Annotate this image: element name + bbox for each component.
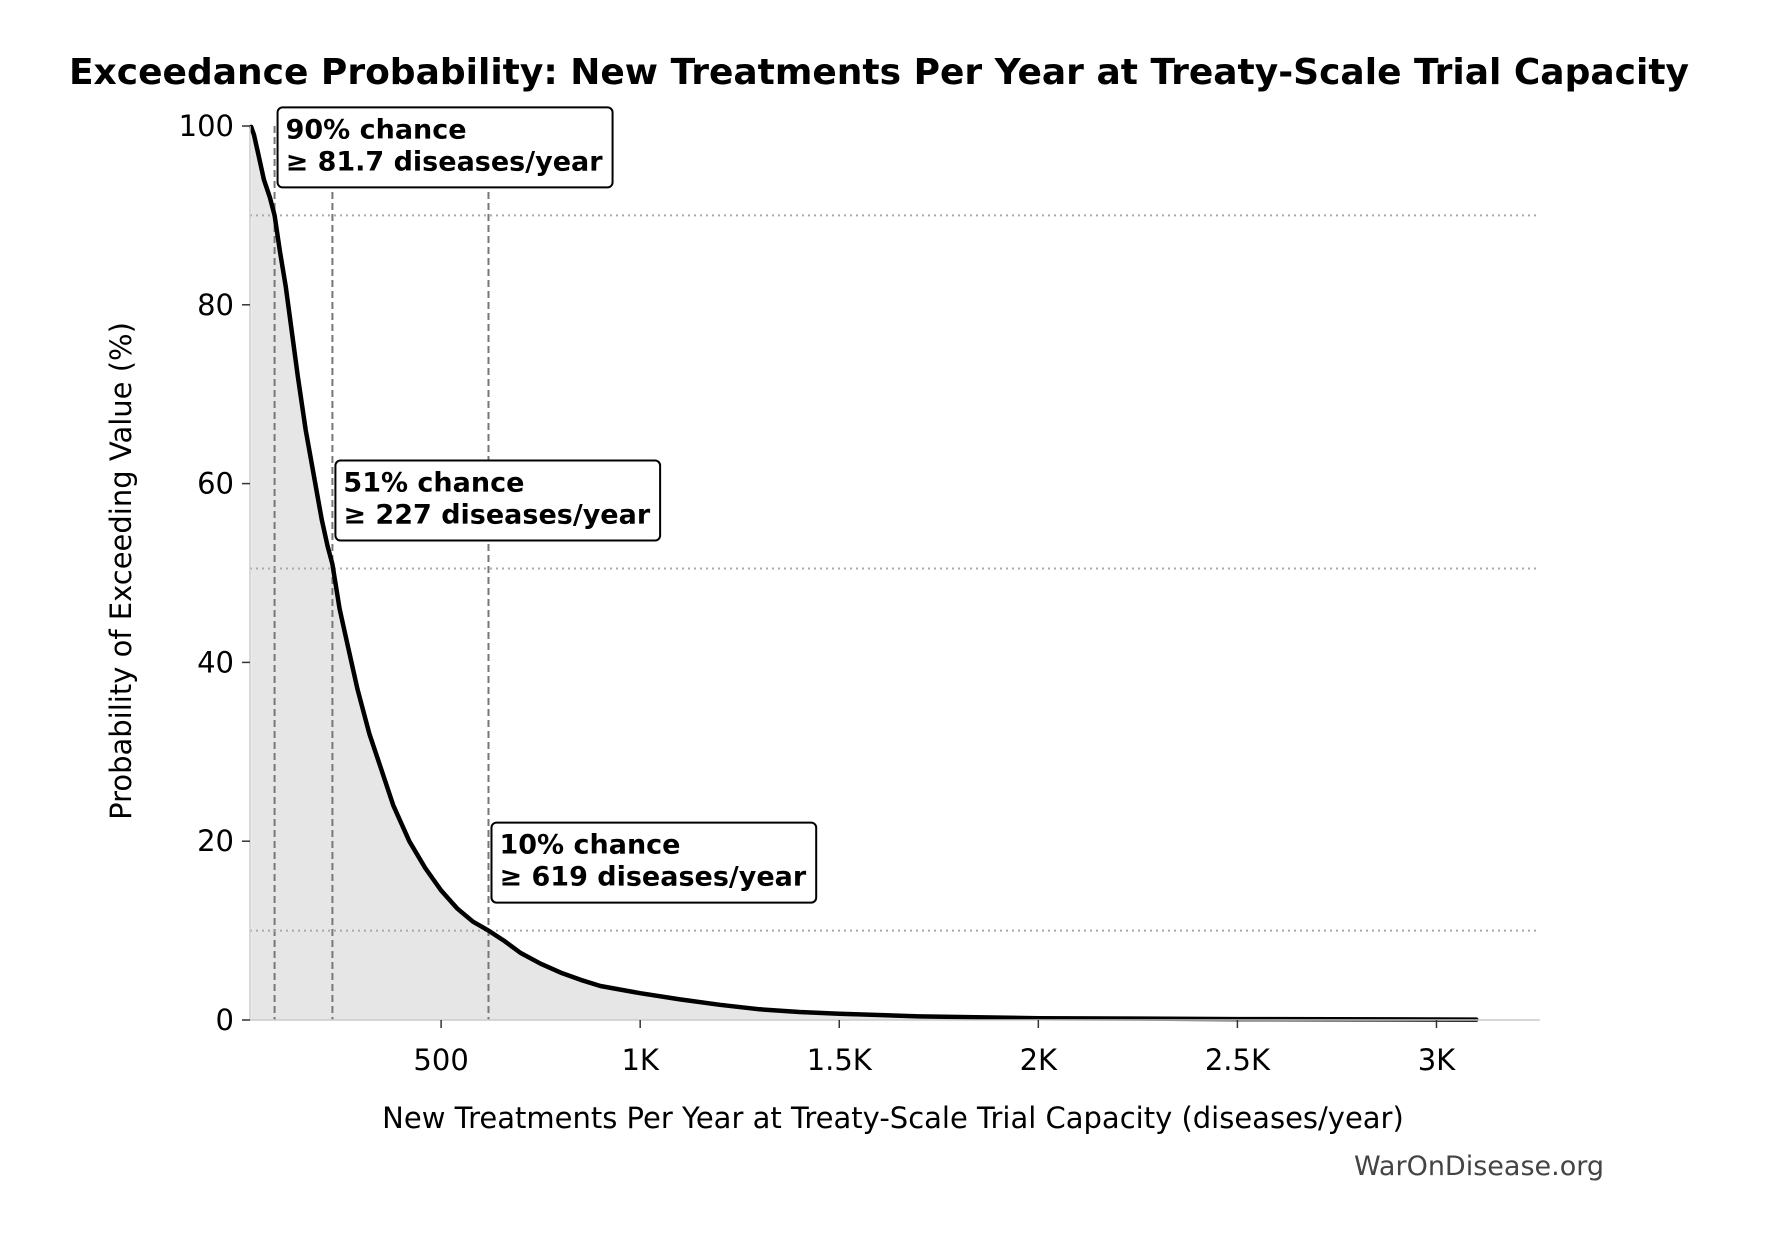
annotation-line-1: 10% chance (499, 830, 680, 861)
chart-title: Exceedance Probability: New Treatments P… (69, 52, 1689, 93)
exceedance-line (248, 124, 1479, 1022)
area-fill (251, 126, 1477, 1020)
y-tick-label: 60 (197, 467, 234, 501)
annotation-line-2: ≥ 227 diseases/year (343, 500, 650, 531)
annotation-box (490, 821, 818, 904)
x-tick-label: 2K (1020, 1043, 1058, 1077)
y-axis-label: Probability of Exceeding Value (%) (104, 322, 138, 820)
annotation-1: 90% chance≥ 81.7 diseases/year (276, 106, 614, 189)
y-tick-label: 20 (197, 824, 234, 858)
annotation-box (334, 459, 662, 542)
x-tick-label: 2.5K (1205, 1043, 1271, 1077)
annotation-box (276, 106, 614, 189)
y-tick-label: 40 (197, 645, 234, 679)
annotation-line-2: ≥ 619 diseases/year (499, 862, 806, 893)
watermark: WarOnDisease.org (1354, 1151, 1604, 1182)
x-tick-label: 3K (1418, 1043, 1456, 1077)
annotation-line-1: 51% chance (343, 468, 524, 499)
x-axis-label: New Treatments Per Year at Treaty-Scale … (382, 1101, 1404, 1135)
y-tick-label: 0 (216, 1003, 234, 1037)
x-tick-label: 1K (621, 1043, 659, 1077)
annotation-line-2: ≥ 81.7 diseases/year (286, 146, 604, 177)
y-tick-label: 80 (197, 288, 234, 322)
x-tick-label: 1.5K (807, 1043, 873, 1077)
x-tick-label: 500 (413, 1043, 468, 1077)
y-tick-label: 100 (179, 109, 234, 143)
annotation-3: 10% chance≥ 619 diseases/year (490, 821, 818, 904)
annotation-line-1: 90% chance (286, 114, 467, 145)
annotation-2: 51% chance≥ 227 diseases/year (334, 459, 662, 542)
